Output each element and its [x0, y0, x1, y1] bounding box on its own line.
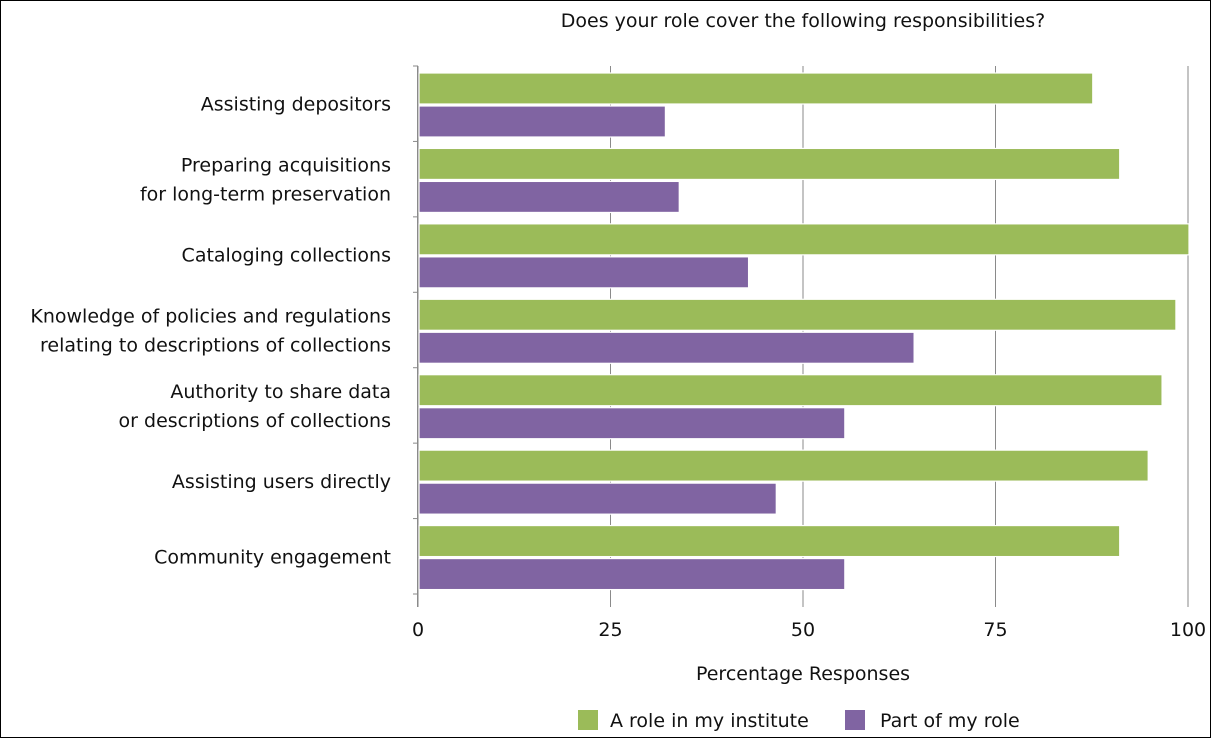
category-label: Preparing acquisitions for long-term pres…	[140, 155, 391, 206]
category-label-line: Knowledge of policies and regulations	[30, 306, 391, 328]
category-label-line: relating to descriptions of collections	[40, 335, 391, 357]
bar	[418, 105, 666, 138]
category-label-line: Assisting depositors	[201, 94, 391, 116]
category-label-line: or descriptions of collections	[119, 410, 391, 432]
category-label-line: Authority to share data	[170, 381, 391, 403]
bars	[418, 72, 1190, 591]
category-label-line: Community engagement	[154, 546, 391, 568]
category-label-line: Preparing acquisitions	[181, 155, 391, 177]
category-label: Assisting users directly	[172, 471, 391, 493]
x-tick-label: 50	[791, 619, 815, 641]
bar	[418, 223, 1190, 256]
category-label: Cataloging collections	[182, 245, 391, 267]
x-tick-label: 100	[1170, 619, 1206, 641]
legend: A role in my institute Part of my role	[578, 710, 1020, 732]
bar	[418, 524, 1121, 558]
x-tick-label: 0	[412, 619, 424, 641]
category-label-line: Assisting users directly	[172, 471, 391, 493]
legend-label: Part of my role	[880, 710, 1020, 732]
x-axis-label: Percentage Responses	[696, 663, 910, 685]
bar	[418, 72, 1094, 105]
category-label-line: for long-term preservation	[140, 184, 391, 206]
bar	[418, 331, 915, 364]
legend-swatch	[578, 710, 598, 730]
axes	[413, 65, 418, 607]
bar	[418, 147, 1121, 181]
bar	[418, 256, 750, 289]
bar	[418, 407, 846, 440]
category-label: Knowledge of policies and regulations rel…	[30, 306, 391, 357]
labels: Does your role cover the following respo…	[30, 10, 1206, 685]
bar	[418, 449, 1149, 482]
bar	[418, 374, 1163, 407]
legend-label: A role in my institute	[610, 710, 809, 732]
bar	[418, 557, 846, 591]
x-tick-label: 25	[598, 619, 622, 641]
category-label: Community engagement	[154, 546, 391, 568]
legend-swatch	[845, 710, 865, 730]
chart-title: Does your role cover the following respo…	[561, 10, 1045, 32]
bar	[418, 482, 777, 515]
x-tick-label: 75	[983, 619, 1007, 641]
bar	[418, 180, 680, 214]
category-label: Authority to share data or descriptions o…	[119, 381, 391, 432]
category-label: Assisting depositors	[201, 94, 391, 116]
category-label-line: Cataloging collections	[182, 245, 391, 267]
bar	[418, 298, 1177, 331]
